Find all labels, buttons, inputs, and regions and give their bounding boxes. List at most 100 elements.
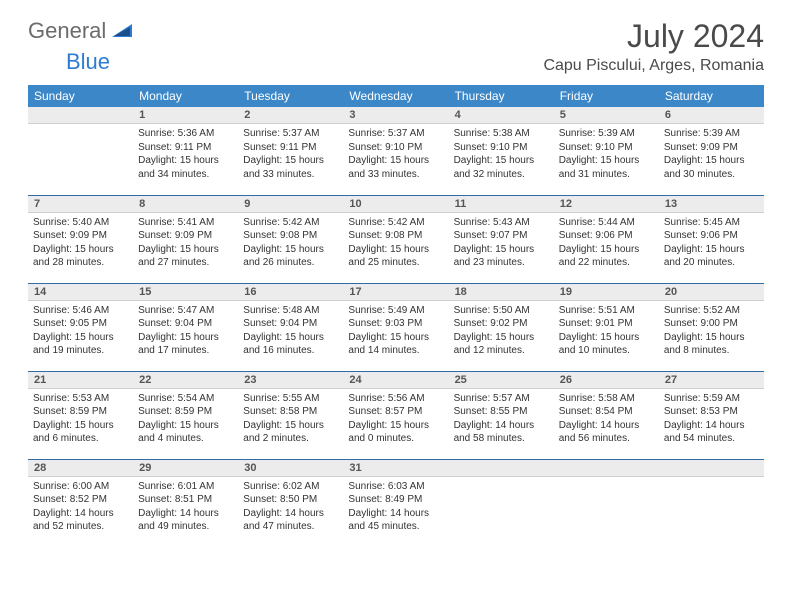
sunrise-text: Sunrise: 5:42 AM xyxy=(348,216,443,230)
sunrise-text: Sunrise: 5:40 AM xyxy=(33,216,128,230)
day-details: Sunrise: 5:37 AMSunset: 9:10 PMDaylight:… xyxy=(343,124,448,185)
calendar-day-cell: 24Sunrise: 5:56 AMSunset: 8:57 PMDayligh… xyxy=(343,371,448,459)
sunset-text: Sunset: 8:54 PM xyxy=(559,405,654,419)
day-details: Sunrise: 5:54 AMSunset: 8:59 PMDaylight:… xyxy=(133,389,238,450)
sunrise-text: Sunrise: 5:44 AM xyxy=(559,216,654,230)
calendar-day-cell: 2Sunrise: 5:37 AMSunset: 9:11 PMDaylight… xyxy=(238,107,343,195)
day-details: Sunrise: 5:40 AMSunset: 9:09 PMDaylight:… xyxy=(28,213,133,274)
daylight-text: Daylight: 14 hours and 54 minutes. xyxy=(664,419,759,446)
sunset-text: Sunset: 8:57 PM xyxy=(348,405,443,419)
daylight-text: Daylight: 15 hours and 8 minutes. xyxy=(664,331,759,358)
day-details: Sunrise: 6:00 AMSunset: 8:52 PMDaylight:… xyxy=(28,477,133,538)
daylight-text: Daylight: 15 hours and 28 minutes. xyxy=(33,243,128,270)
calendar-week-row: 21Sunrise: 5:53 AMSunset: 8:59 PMDayligh… xyxy=(28,371,764,459)
sunrise-text: Sunrise: 5:52 AM xyxy=(664,304,759,318)
day-details: Sunrise: 5:37 AMSunset: 9:11 PMDaylight:… xyxy=(238,124,343,185)
day-details: Sunrise: 5:42 AMSunset: 9:08 PMDaylight:… xyxy=(238,213,343,274)
sunset-text: Sunset: 9:10 PM xyxy=(454,141,549,155)
weekday-thu: Thursday xyxy=(449,85,554,107)
day-details: Sunrise: 5:36 AMSunset: 9:11 PMDaylight:… xyxy=(133,124,238,185)
day-number: 12 xyxy=(554,196,659,213)
daylight-text: Daylight: 14 hours and 45 minutes. xyxy=(348,507,443,534)
day-details: Sunrise: 5:50 AMSunset: 9:02 PMDaylight:… xyxy=(449,301,554,362)
day-number xyxy=(659,460,764,477)
day-number: 23 xyxy=(238,372,343,389)
calendar-table: Sunday Monday Tuesday Wednesday Thursday… xyxy=(28,85,764,547)
daylight-text: Daylight: 14 hours and 49 minutes. xyxy=(138,507,233,534)
sunset-text: Sunset: 9:09 PM xyxy=(664,141,759,155)
logo-triangle-icon xyxy=(112,21,132,42)
sunrise-text: Sunrise: 5:56 AM xyxy=(348,392,443,406)
sunset-text: Sunset: 9:04 PM xyxy=(138,317,233,331)
sunrise-text: Sunrise: 5:39 AM xyxy=(559,127,654,141)
calendar-day-cell: 5Sunrise: 5:39 AMSunset: 9:10 PMDaylight… xyxy=(554,107,659,195)
calendar-day-cell: 14Sunrise: 5:46 AMSunset: 9:05 PMDayligh… xyxy=(28,283,133,371)
daylight-text: Daylight: 15 hours and 27 minutes. xyxy=(138,243,233,270)
calendar-day-cell: 27Sunrise: 5:59 AMSunset: 8:53 PMDayligh… xyxy=(659,371,764,459)
calendar-day-cell: 13Sunrise: 5:45 AMSunset: 9:06 PMDayligh… xyxy=(659,195,764,283)
day-number: 20 xyxy=(659,284,764,301)
sunrise-text: Sunrise: 5:48 AM xyxy=(243,304,338,318)
day-number: 11 xyxy=(449,196,554,213)
calendar-day-cell: 19Sunrise: 5:51 AMSunset: 9:01 PMDayligh… xyxy=(554,283,659,371)
day-details: Sunrise: 5:51 AMSunset: 9:01 PMDaylight:… xyxy=(554,301,659,362)
day-number: 15 xyxy=(133,284,238,301)
sunset-text: Sunset: 9:09 PM xyxy=(138,229,233,243)
calendar-day-cell xyxy=(28,107,133,195)
sunset-text: Sunset: 8:55 PM xyxy=(454,405,549,419)
sunrise-text: Sunrise: 5:49 AM xyxy=(348,304,443,318)
day-number xyxy=(449,460,554,477)
daylight-text: Daylight: 15 hours and 20 minutes. xyxy=(664,243,759,270)
daylight-text: Daylight: 15 hours and 22 minutes. xyxy=(559,243,654,270)
day-details: Sunrise: 5:44 AMSunset: 9:06 PMDaylight:… xyxy=(554,213,659,274)
calendar-head: Sunday Monday Tuesday Wednesday Thursday… xyxy=(28,85,764,107)
day-number: 13 xyxy=(659,196,764,213)
day-details: Sunrise: 5:43 AMSunset: 9:07 PMDaylight:… xyxy=(449,213,554,274)
day-number: 28 xyxy=(28,460,133,477)
calendar-day-cell: 16Sunrise: 5:48 AMSunset: 9:04 PMDayligh… xyxy=(238,283,343,371)
weekday-sat: Saturday xyxy=(659,85,764,107)
sunrise-text: Sunrise: 5:38 AM xyxy=(454,127,549,141)
daylight-text: Daylight: 14 hours and 56 minutes. xyxy=(559,419,654,446)
calendar-day-cell: 31Sunrise: 6:03 AMSunset: 8:49 PMDayligh… xyxy=(343,459,448,547)
calendar-day-cell: 15Sunrise: 5:47 AMSunset: 9:04 PMDayligh… xyxy=(133,283,238,371)
day-number: 19 xyxy=(554,284,659,301)
sunset-text: Sunset: 9:01 PM xyxy=(559,317,654,331)
daylight-text: Daylight: 14 hours and 52 minutes. xyxy=(33,507,128,534)
calendar-day-cell: 10Sunrise: 5:42 AMSunset: 9:08 PMDayligh… xyxy=(343,195,448,283)
calendar-week-row: 1Sunrise: 5:36 AMSunset: 9:11 PMDaylight… xyxy=(28,107,764,195)
day-details: Sunrise: 5:53 AMSunset: 8:59 PMDaylight:… xyxy=(28,389,133,450)
calendar-day-cell: 28Sunrise: 6:00 AMSunset: 8:52 PMDayligh… xyxy=(28,459,133,547)
calendar-week-row: 28Sunrise: 6:00 AMSunset: 8:52 PMDayligh… xyxy=(28,459,764,547)
daylight-text: Daylight: 15 hours and 16 minutes. xyxy=(243,331,338,358)
sunset-text: Sunset: 9:08 PM xyxy=(243,229,338,243)
daylight-text: Daylight: 15 hours and 4 minutes. xyxy=(138,419,233,446)
day-number: 7 xyxy=(28,196,133,213)
day-number: 25 xyxy=(449,372,554,389)
day-number: 8 xyxy=(133,196,238,213)
daylight-text: Daylight: 14 hours and 58 minutes. xyxy=(454,419,549,446)
calendar-day-cell: 1Sunrise: 5:36 AMSunset: 9:11 PMDaylight… xyxy=(133,107,238,195)
sunset-text: Sunset: 9:03 PM xyxy=(348,317,443,331)
day-number: 29 xyxy=(133,460,238,477)
daylight-text: Daylight: 15 hours and 23 minutes. xyxy=(454,243,549,270)
sunrise-text: Sunrise: 5:41 AM xyxy=(138,216,233,230)
calendar-day-cell: 30Sunrise: 6:02 AMSunset: 8:50 PMDayligh… xyxy=(238,459,343,547)
weekday-mon: Monday xyxy=(133,85,238,107)
day-details: Sunrise: 5:48 AMSunset: 9:04 PMDaylight:… xyxy=(238,301,343,362)
day-number: 3 xyxy=(343,107,448,124)
sunset-text: Sunset: 8:58 PM xyxy=(243,405,338,419)
sunrise-text: Sunrise: 5:58 AM xyxy=(559,392,654,406)
calendar-day-cell: 25Sunrise: 5:57 AMSunset: 8:55 PMDayligh… xyxy=(449,371,554,459)
calendar-day-cell: 3Sunrise: 5:37 AMSunset: 9:10 PMDaylight… xyxy=(343,107,448,195)
sunrise-text: Sunrise: 5:45 AM xyxy=(664,216,759,230)
sunset-text: Sunset: 8:50 PM xyxy=(243,493,338,507)
day-details: Sunrise: 5:49 AMSunset: 9:03 PMDaylight:… xyxy=(343,301,448,362)
day-details: Sunrise: 5:58 AMSunset: 8:54 PMDaylight:… xyxy=(554,389,659,450)
sunrise-text: Sunrise: 5:37 AM xyxy=(348,127,443,141)
calendar-body: 1Sunrise: 5:36 AMSunset: 9:11 PMDaylight… xyxy=(28,107,764,547)
day-details: Sunrise: 5:41 AMSunset: 9:09 PMDaylight:… xyxy=(133,213,238,274)
weekday-tue: Tuesday xyxy=(238,85,343,107)
sunset-text: Sunset: 8:52 PM xyxy=(33,493,128,507)
day-details: Sunrise: 6:02 AMSunset: 8:50 PMDaylight:… xyxy=(238,477,343,538)
